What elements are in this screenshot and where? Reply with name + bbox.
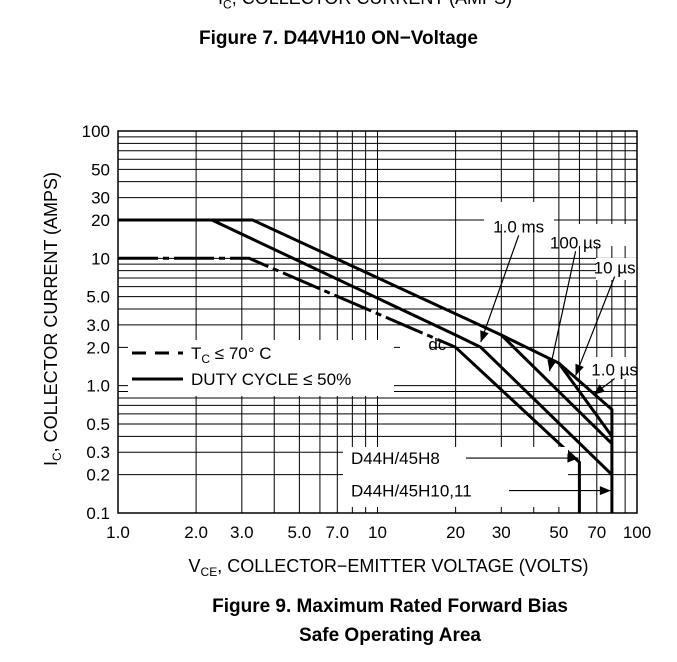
previous-figure-title: Figure 7. D44VH10 ON−Voltage bbox=[199, 28, 478, 49]
x-tick-label: 5.0 bbox=[288, 523, 312, 542]
curve-label-1-0-s: 1.0 µs bbox=[591, 361, 638, 380]
annotation-d44h-45h10-11: D44H/45H10,11 bbox=[351, 482, 472, 501]
y-tick-label: 10 bbox=[91, 249, 110, 268]
curve-label-10-s-arrow-head bbox=[575, 363, 584, 376]
y-tick-label: 0.3 bbox=[86, 443, 110, 462]
y-axis-label: IC, COLLECTOR CURRENT (AMPS) bbox=[41, 172, 64, 466]
y-tick-label: 0.1 bbox=[86, 504, 110, 523]
legend-item-tc: TC ≤ 70° C bbox=[191, 344, 272, 366]
series-line-1-0-ms bbox=[211, 218, 613, 476]
y-tick-label: 2.0 bbox=[86, 338, 110, 357]
x-tick-label: 1.0 bbox=[106, 523, 130, 542]
legend-background bbox=[128, 340, 394, 396]
x-tick-label: 20 bbox=[446, 523, 465, 542]
previous-figure-axis-label: IC, COLLECTOR CURRENT (AMPS) bbox=[218, 0, 512, 12]
y-tick-label: 30 bbox=[91, 189, 110, 208]
curve-label-1-0-ms: 1.0 ms bbox=[493, 217, 544, 236]
x-tick-label: 2.0 bbox=[184, 523, 208, 542]
figure-title: Figure 9. Maximum Rated Forward Bias Saf… bbox=[0, 592, 677, 650]
curve-label-1-0-s-arrow-head bbox=[593, 384, 606, 395]
annotation-d44h-45h8-arrow-head bbox=[567, 453, 579, 463]
curve-label-1-0-ms-bg bbox=[484, 202, 554, 224]
y-tick-label: 20 bbox=[91, 211, 110, 230]
curve-label-100-s-arrow bbox=[548, 251, 577, 372]
x-axis-label: VCE, COLLECTOR−EMITTER VOLTAGE (VOLTS) bbox=[189, 556, 589, 579]
figure-title-line-2: Safe Operating Area bbox=[299, 625, 481, 646]
curve-label-1-0-ms-arrow bbox=[480, 235, 520, 343]
y-tick-label: 0.5 bbox=[86, 415, 110, 434]
curve-label-10-s: 10 µs bbox=[594, 259, 636, 278]
x-tick-label: 70 bbox=[587, 523, 606, 542]
curve-label-100-s-arrow-head bbox=[547, 359, 557, 372]
x-tick-label: 100 bbox=[623, 523, 651, 542]
x-tick-label: 30 bbox=[492, 523, 511, 542]
curve-label-10-s-arrow bbox=[575, 276, 616, 376]
annotation-d44h-45h10-11-arrow-head bbox=[599, 486, 611, 496]
y-tick-label: 50 bbox=[91, 160, 110, 179]
plot-frame bbox=[117, 130, 638, 514]
curve-label-dc-bg bbox=[400, 346, 430, 366]
curve-label-1-0-ms-arrow-head bbox=[480, 330, 489, 343]
figure-title-line-1: Figure 9. Maximum Rated Forward Bias bbox=[212, 596, 568, 617]
curve-label-1-0-s-bg bbox=[596, 357, 656, 379]
chart-annotations: 1.0 ms 100 µs 10 µs 1.0 µs dc TC ≤ 70° C DUTY … bbox=[128, 202, 656, 507]
x-tick-label: 3.0 bbox=[230, 523, 254, 542]
chart-series bbox=[118, 218, 614, 513]
curve-label-100-s: 100 µs bbox=[550, 233, 601, 252]
series-line-dc bbox=[454, 346, 581, 513]
annotation-d44h-45h8: D44H/45H8 bbox=[351, 449, 440, 468]
curve-label-100-s-bg bbox=[560, 224, 630, 246]
legend-item-duty-cycle: DUTY CYCLE ≤ 50% bbox=[191, 370, 351, 389]
y-tick-label: 0.2 bbox=[86, 466, 110, 485]
curve-label-10-s-bg bbox=[596, 258, 656, 280]
y-tick-label: 1.0 bbox=[86, 377, 110, 396]
series-line-100-s bbox=[118, 218, 613, 445]
series-line-1-0-s bbox=[557, 362, 614, 513]
x-tick-label: 7.0 bbox=[325, 523, 349, 542]
annotation-background bbox=[343, 447, 568, 507]
chart-ticks: 1.0 2.0 3.0 5.0 7.0 10 20 30 50 70 100 100 50 30 20 10 5… bbox=[41, 122, 651, 579]
y-tick-label: 100 bbox=[82, 122, 110, 141]
x-tick-label: 50 bbox=[549, 523, 568, 542]
y-tick-label: 3.0 bbox=[86, 316, 110, 335]
x-tick-label: 10 bbox=[368, 523, 387, 542]
curve-label-dc: dc bbox=[428, 335, 446, 354]
y-tick-label: 5.0 bbox=[86, 288, 110, 307]
series-line-dc bbox=[118, 256, 457, 349]
